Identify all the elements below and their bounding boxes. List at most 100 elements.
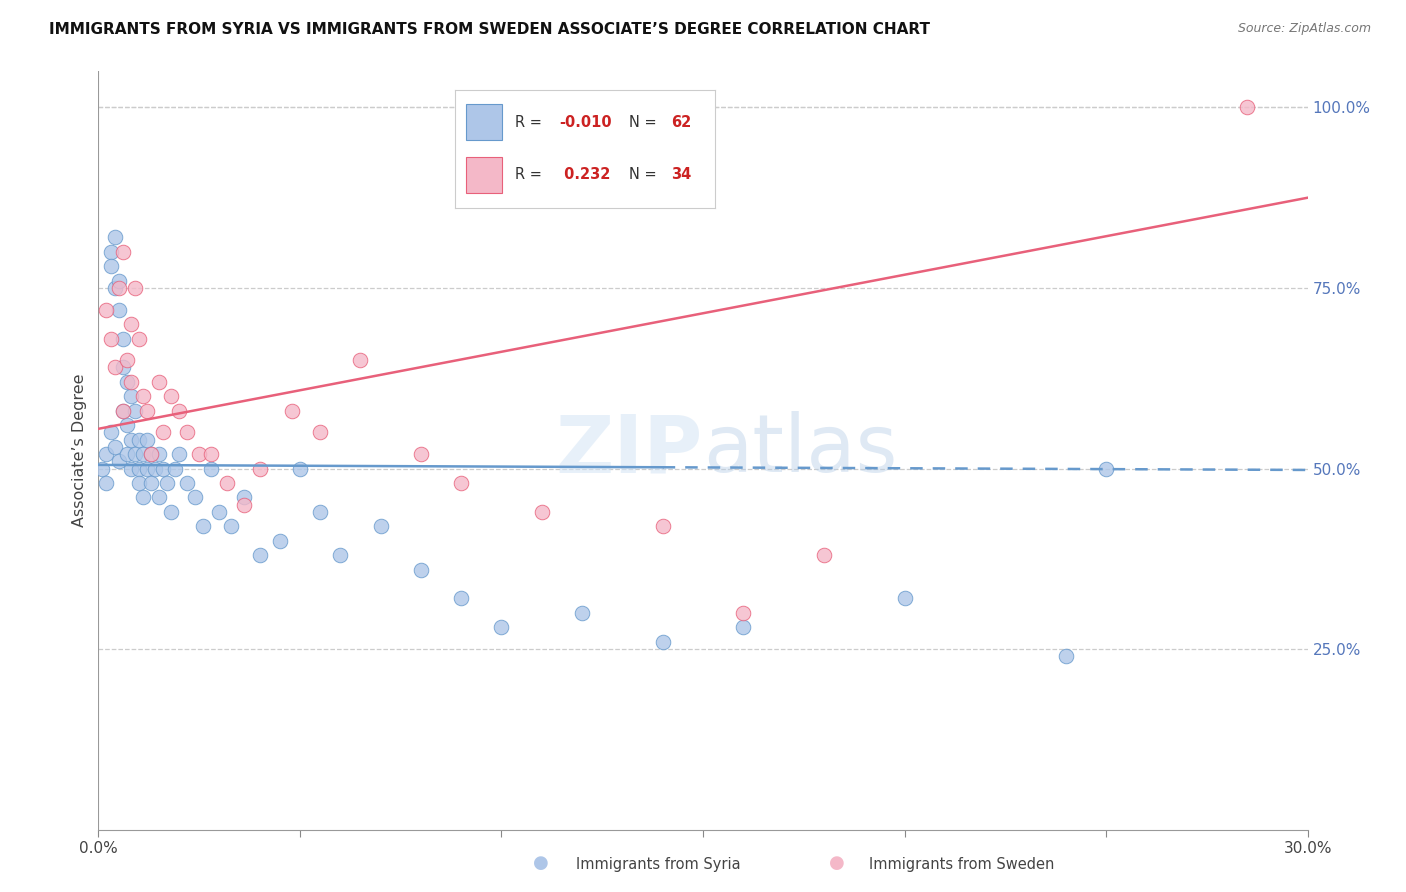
Point bbox=[132, 491, 155, 505]
Point bbox=[120, 375, 142, 389]
Point bbox=[813, 548, 835, 562]
Point bbox=[100, 260, 122, 274]
Point bbox=[309, 505, 332, 519]
Text: Immigrants from Syria: Immigrants from Syria bbox=[576, 857, 741, 872]
Text: ●: ● bbox=[828, 855, 845, 872]
Point bbox=[491, 620, 513, 634]
Point bbox=[96, 447, 118, 461]
Point bbox=[100, 332, 122, 346]
Point bbox=[450, 591, 472, 606]
Point bbox=[103, 281, 125, 295]
Point bbox=[124, 447, 146, 461]
Point bbox=[370, 519, 392, 533]
Point bbox=[107, 454, 129, 468]
Point bbox=[128, 433, 150, 447]
Point bbox=[288, 461, 311, 475]
Point bbox=[148, 491, 170, 505]
Point bbox=[143, 461, 166, 475]
Point bbox=[120, 461, 142, 475]
Point bbox=[193, 519, 215, 533]
Point bbox=[200, 461, 222, 475]
Point bbox=[571, 606, 593, 620]
Point bbox=[221, 519, 243, 533]
Point bbox=[120, 389, 142, 403]
Point bbox=[409, 447, 432, 461]
Point bbox=[249, 461, 271, 475]
Point bbox=[100, 244, 122, 259]
Point bbox=[96, 302, 118, 317]
Point bbox=[96, 475, 118, 490]
Point bbox=[1236, 100, 1258, 114]
Point bbox=[176, 475, 198, 490]
Point bbox=[200, 447, 222, 461]
Point bbox=[124, 403, 146, 417]
Point bbox=[188, 447, 211, 461]
Point bbox=[139, 475, 162, 490]
Point bbox=[128, 475, 150, 490]
Point bbox=[329, 548, 352, 562]
Point bbox=[148, 375, 170, 389]
Point bbox=[349, 353, 371, 368]
Point bbox=[1095, 461, 1118, 475]
Y-axis label: Associate’s Degree: Associate’s Degree bbox=[72, 374, 87, 527]
Point bbox=[115, 375, 138, 389]
Point bbox=[111, 360, 134, 375]
Point bbox=[167, 447, 190, 461]
Point bbox=[309, 425, 332, 440]
Point bbox=[281, 403, 304, 417]
Point bbox=[152, 425, 174, 440]
Text: ●: ● bbox=[533, 855, 550, 872]
Point bbox=[269, 533, 291, 548]
Text: Source: ZipAtlas.com: Source: ZipAtlas.com bbox=[1237, 22, 1371, 36]
Point bbox=[139, 447, 162, 461]
Point bbox=[132, 389, 155, 403]
Point bbox=[217, 475, 239, 490]
Point bbox=[115, 447, 138, 461]
Point bbox=[135, 461, 157, 475]
Point bbox=[120, 433, 142, 447]
Point bbox=[160, 389, 183, 403]
Point bbox=[111, 332, 134, 346]
Point bbox=[232, 491, 254, 505]
Point bbox=[249, 548, 271, 562]
Text: ZIP: ZIP bbox=[555, 411, 703, 490]
Point bbox=[107, 274, 129, 288]
Point bbox=[111, 403, 134, 417]
Point bbox=[111, 244, 134, 259]
Point bbox=[139, 447, 162, 461]
Point bbox=[124, 281, 146, 295]
Point bbox=[167, 403, 190, 417]
Point bbox=[651, 519, 673, 533]
Point bbox=[148, 447, 170, 461]
Point bbox=[107, 281, 129, 295]
Point bbox=[184, 491, 207, 505]
Point bbox=[450, 475, 472, 490]
Point bbox=[100, 425, 122, 440]
Point bbox=[132, 447, 155, 461]
Point bbox=[115, 353, 138, 368]
Point bbox=[135, 433, 157, 447]
Point bbox=[115, 418, 138, 433]
Point bbox=[208, 505, 231, 519]
Point bbox=[103, 440, 125, 454]
Text: atlas: atlas bbox=[703, 411, 897, 490]
Point bbox=[893, 591, 915, 606]
Point bbox=[163, 461, 186, 475]
Text: Immigrants from Sweden: Immigrants from Sweden bbox=[869, 857, 1054, 872]
Point bbox=[733, 606, 755, 620]
Point bbox=[152, 461, 174, 475]
Point bbox=[107, 302, 129, 317]
Point bbox=[128, 461, 150, 475]
Point bbox=[103, 360, 125, 375]
Point bbox=[176, 425, 198, 440]
Text: IMMIGRANTS FROM SYRIA VS IMMIGRANTS FROM SWEDEN ASSOCIATE’S DEGREE CORRELATION C: IMMIGRANTS FROM SYRIA VS IMMIGRANTS FROM… bbox=[49, 22, 931, 37]
Point bbox=[651, 635, 673, 649]
Point bbox=[733, 620, 755, 634]
Point bbox=[160, 505, 183, 519]
Point bbox=[1054, 649, 1077, 664]
Point bbox=[409, 563, 432, 577]
Point bbox=[135, 403, 157, 417]
Point bbox=[530, 505, 553, 519]
Point bbox=[103, 230, 125, 244]
Point bbox=[91, 461, 114, 475]
